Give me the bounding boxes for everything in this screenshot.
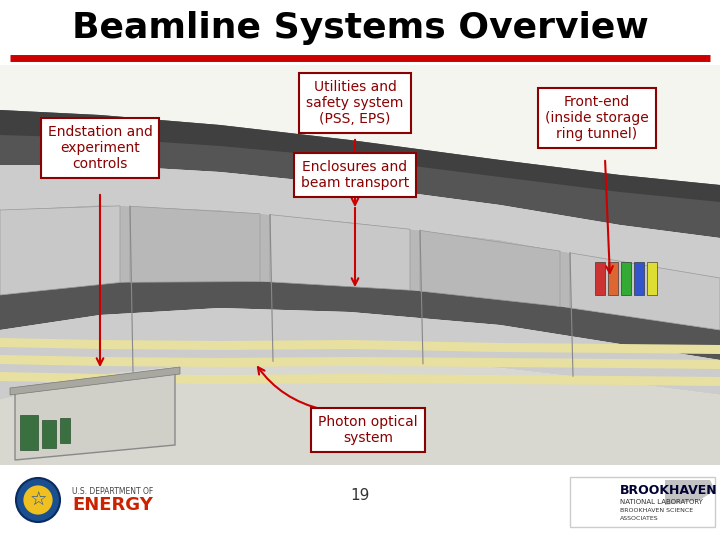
Text: ☆: ☆ <box>30 490 47 510</box>
Polygon shape <box>0 110 720 238</box>
Polygon shape <box>0 338 720 354</box>
Polygon shape <box>0 205 720 330</box>
Bar <box>647 262 657 295</box>
Bar <box>570 477 715 527</box>
Bar <box>0 65 720 465</box>
Text: Utilities and
safety system
(PSS, EPS): Utilities and safety system (PSS, EPS) <box>306 80 404 126</box>
Text: BROOKHAVEN SCIENCE: BROOKHAVEN SCIENCE <box>620 509 693 514</box>
Bar <box>42 420 56 448</box>
Bar <box>595 262 605 295</box>
Polygon shape <box>0 110 720 202</box>
Polygon shape <box>0 165 720 278</box>
Text: ENERGY: ENERGY <box>72 496 153 514</box>
Polygon shape <box>0 360 720 465</box>
Circle shape <box>16 478 60 522</box>
Circle shape <box>22 484 54 516</box>
Polygon shape <box>0 280 720 360</box>
Text: Enclosures and
beam transport: Enclosures and beam transport <box>301 160 409 190</box>
Polygon shape <box>270 214 410 290</box>
Bar <box>20 415 38 450</box>
Text: Photon optical
system: Photon optical system <box>318 415 418 445</box>
Text: Front-end
(inside storage
ring tunnel): Front-end (inside storage ring tunnel) <box>545 95 649 141</box>
Polygon shape <box>15 370 175 460</box>
Polygon shape <box>130 206 260 282</box>
Polygon shape <box>420 231 560 307</box>
Text: NATIONAL LABORATORY: NATIONAL LABORATORY <box>620 499 703 505</box>
Text: 19: 19 <box>351 488 369 503</box>
Polygon shape <box>665 480 715 505</box>
Text: BROOKHAVEN: BROOKHAVEN <box>620 483 718 496</box>
Polygon shape <box>570 253 720 330</box>
Text: ASSOCIATES: ASSOCIATES <box>620 516 659 522</box>
Polygon shape <box>10 367 180 395</box>
Bar <box>608 262 618 295</box>
Polygon shape <box>0 355 720 369</box>
Polygon shape <box>0 372 720 386</box>
Bar <box>634 262 644 295</box>
Text: Endstation and
experiment
controls: Endstation and experiment controls <box>48 125 153 171</box>
Text: Beamline Systems Overview: Beamline Systems Overview <box>71 11 649 45</box>
Bar <box>60 418 70 443</box>
Bar <box>621 262 631 295</box>
Polygon shape <box>0 206 120 295</box>
Polygon shape <box>0 308 720 400</box>
Text: U.S. DEPARTMENT OF: U.S. DEPARTMENT OF <box>72 488 153 496</box>
